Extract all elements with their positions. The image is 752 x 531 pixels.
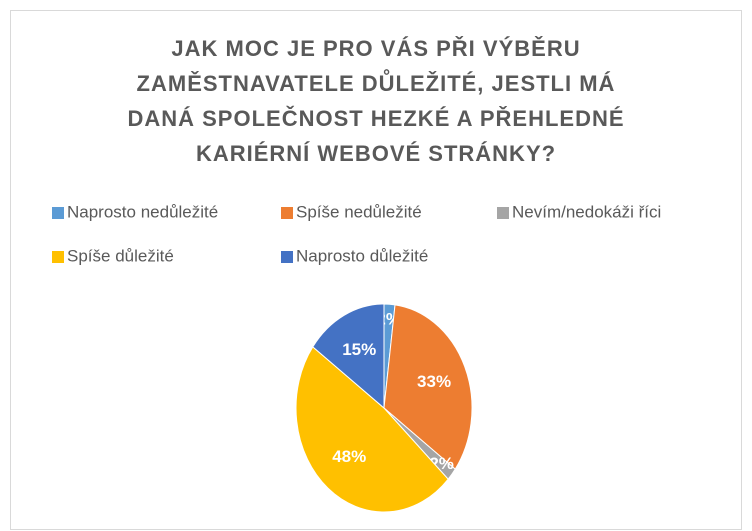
chart-title: KARIÉRNÍ WEBOVÉ STRÁNKY? xyxy=(196,141,556,166)
legend-swatch xyxy=(52,207,64,219)
legend-label: Naprosto nedůležité xyxy=(67,202,218,221)
pie-slice xyxy=(295,346,449,513)
legend-label: Spíše nedůležité xyxy=(296,202,422,221)
pie-slice xyxy=(383,304,473,470)
legend-label: Nevím/nedokáži říci xyxy=(512,202,661,221)
data-label: 33% xyxy=(417,372,451,391)
data-label: 15% xyxy=(342,340,376,359)
chart-title: ZAMĚSTNAVATELE DŮLEŽITÉ, JESTLI MÁ xyxy=(137,68,616,96)
legend-label: Spíše důležité xyxy=(67,246,174,265)
chart-title: DANÁ SPOLEČNOST HEZKÉ A PŘEHLEDNÉ xyxy=(127,106,624,131)
pie-slice xyxy=(312,303,385,410)
legend-swatch xyxy=(52,251,64,263)
legend-label: Naprosto důležité xyxy=(296,246,428,265)
legend-swatch xyxy=(281,207,293,219)
chart-title: JAK MOC JE PRO VÁS PŘI VÝBĚRU xyxy=(171,36,580,61)
legend-swatch xyxy=(281,251,293,263)
data-label: 48% xyxy=(332,447,366,466)
legend-swatch xyxy=(497,207,509,219)
